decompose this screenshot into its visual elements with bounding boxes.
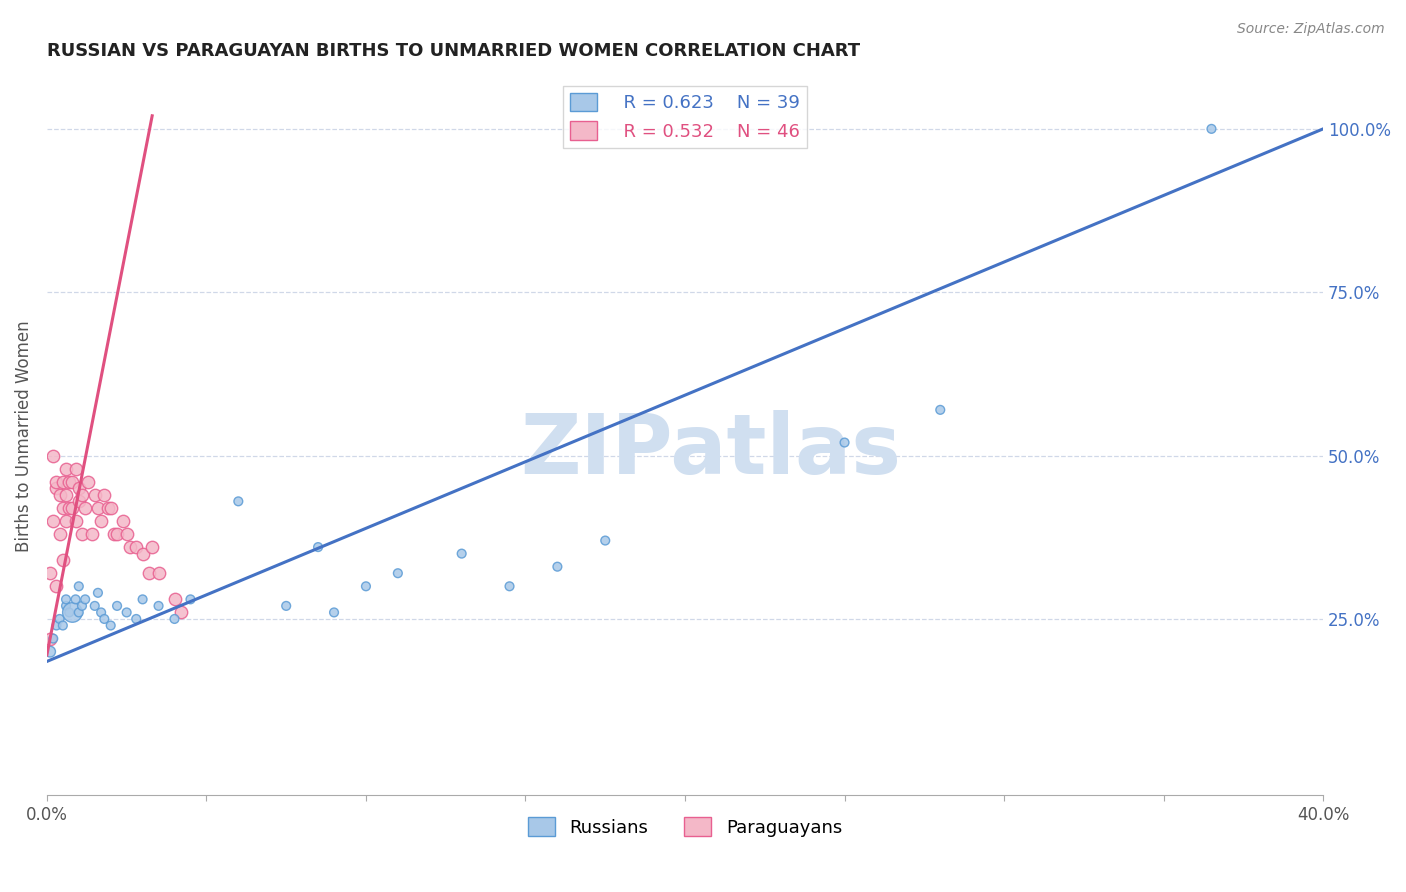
Point [138,566,160,581]
Point [55,461,77,475]
Point [307,540,329,554]
Point [131,592,153,607]
Point [39,566,62,581]
Point [67,494,90,508]
Point [450,547,472,561]
Point [45,481,67,495]
Point [83,488,105,502]
Point [58,475,80,489]
Point [498,579,520,593]
Point [62,606,84,620]
Point [100,500,122,515]
Point [929,402,952,417]
Point [48,527,70,541]
Point [52,553,75,567]
Text: RUSSIAN VS PARAGUAYAN BIRTHS TO UNMARRIED WOMEN CORRELATION CHART: RUSSIAN VS PARAGUAYAN BIRTHS TO UNMARRIE… [46,42,860,60]
Point [39,645,62,659]
Point [87,500,110,515]
Point [115,527,138,541]
Point [52,475,75,489]
Point [276,599,298,613]
Point [90,514,112,528]
Point [93,612,115,626]
Point [70,599,93,613]
Point [105,599,128,613]
Point [58,500,80,515]
Point [45,618,67,632]
Point [75,592,97,607]
Point [48,488,70,502]
Point [163,612,186,626]
Point [179,592,201,607]
Text: ZIPatlas: ZIPatlas [520,409,901,491]
Point [62,500,84,515]
Point [1201,121,1223,136]
Point [55,488,77,502]
Point [125,540,148,554]
Text: Source: ZipAtlas.com: Source: ZipAtlas.com [1237,22,1385,37]
Point [83,599,105,613]
Point [58,606,80,620]
Point [141,540,163,554]
Y-axis label: Births to Unmarried Women: Births to Unmarried Women [15,320,32,552]
Point [228,494,250,508]
Point [52,618,75,632]
Point [65,592,87,607]
Point [70,527,93,541]
Point [42,449,65,463]
Point [55,599,77,613]
Point [118,540,141,554]
Point [96,500,118,515]
Point [103,527,125,541]
Point [67,481,90,495]
Point [354,579,377,593]
Point [67,579,90,593]
Point [42,514,65,528]
Point [115,606,138,620]
Legend: Russians, Paraguayans: Russians, Paraguayans [520,810,849,844]
Point [45,579,67,593]
Point [52,500,75,515]
Point [48,612,70,626]
Point [77,475,100,489]
Point [55,592,77,607]
Point [163,592,186,607]
Point [546,559,568,574]
Point [148,566,170,581]
Point [67,606,90,620]
Point [125,612,148,626]
Point [70,488,93,502]
Point [39,632,62,646]
Point [387,566,409,581]
Point [90,606,112,620]
Point [593,533,616,548]
Point [45,475,67,489]
Point [834,435,856,450]
Point [148,599,170,613]
Point [65,461,87,475]
Point [75,500,97,515]
Point [170,606,193,620]
Point [87,586,110,600]
Point [112,514,135,528]
Point [131,547,153,561]
Point [62,475,84,489]
Point [105,527,128,541]
Point [55,514,77,528]
Point [323,606,346,620]
Point [93,488,115,502]
Point [80,527,103,541]
Point [65,514,87,528]
Point [100,618,122,632]
Point [42,632,65,646]
